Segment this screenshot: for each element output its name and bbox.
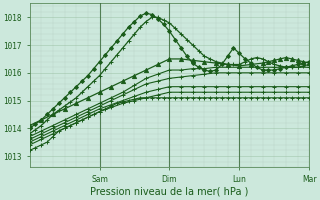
X-axis label: Pression niveau de la mer( hPa ): Pression niveau de la mer( hPa ) — [90, 187, 249, 197]
